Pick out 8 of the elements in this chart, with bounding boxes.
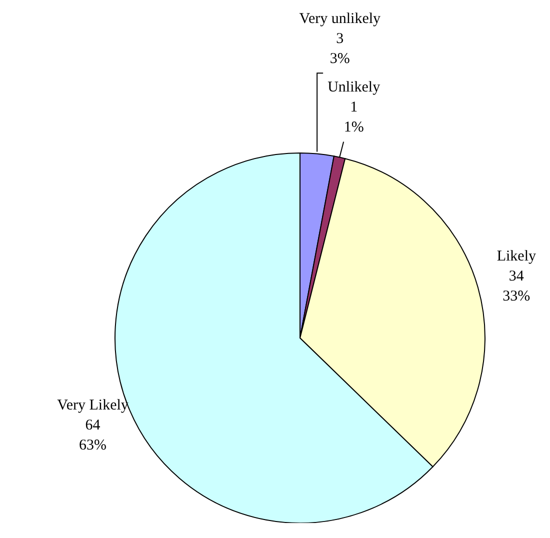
slice-label: Very Likely <box>57 398 129 414</box>
data-label: 3 3% <box>330 31 350 68</box>
data-label: 1 1% <box>344 100 364 136</box>
slice-label: Very unlikely <box>299 11 382 28</box>
slice-label: Unlikely <box>328 80 381 96</box>
slice-label: Likely <box>496 248 536 264</box>
data-label: 34 33% <box>502 268 530 304</box>
data-label: 64 63% <box>79 418 107 454</box>
